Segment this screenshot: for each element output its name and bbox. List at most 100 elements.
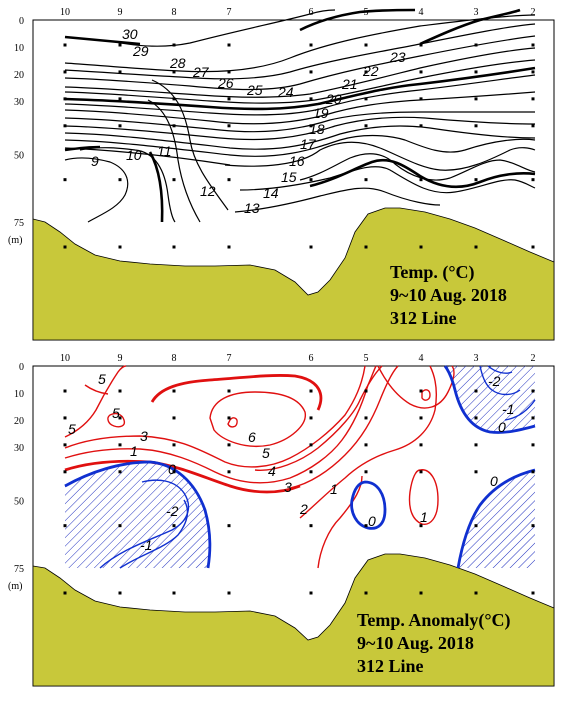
sample-point (118, 97, 122, 101)
sample-point (63, 470, 67, 474)
sample-point (63, 43, 67, 47)
sample-point (227, 416, 231, 420)
sample-point (474, 443, 478, 447)
seabed (32, 553, 555, 687)
station-label: 5 (364, 353, 369, 364)
contour-label-3b: 3 (284, 479, 292, 495)
sample-point (227, 245, 231, 249)
sample-point (118, 591, 122, 595)
sample-point (172, 97, 176, 101)
sample-point (531, 70, 535, 74)
depth-axis: 0 10 20 30 50 75 (14, 16, 24, 229)
sample-point (364, 124, 368, 128)
sample-point (364, 443, 368, 447)
depth-label: 0 (19, 16, 24, 27)
contour-label-10: 10 (126, 147, 142, 163)
contour-label-16: 16 (289, 153, 305, 169)
sample-point (419, 524, 423, 528)
sample-point (172, 591, 176, 595)
sample-point (118, 124, 122, 128)
sample-point (474, 389, 478, 393)
caption-date: 9~10 Aug. 2018 (357, 633, 474, 653)
sample-point (364, 178, 368, 182)
contour-label-24: 24 (277, 84, 294, 100)
sample-point (309, 178, 313, 182)
sample-point (63, 245, 67, 249)
sample-point (63, 591, 67, 595)
anomaly-caption: Temp. Anomaly(°C) 9~10 Aug. 2018 312 Lin… (357, 610, 511, 676)
sample-point (474, 245, 478, 249)
depth-unit: (m) (8, 235, 22, 246)
contour-label-0b: 0 (368, 513, 376, 529)
sample-point (531, 245, 535, 249)
sample-point (419, 389, 423, 393)
sample-points (63, 389, 535, 595)
station-label: 3 (474, 7, 479, 18)
contour-label-0c: 0 (490, 473, 498, 489)
sample-point (118, 524, 122, 528)
sample-point (474, 524, 478, 528)
sample-point (227, 389, 231, 393)
sample-point (63, 443, 67, 447)
station-label: 7 (227, 353, 232, 364)
sample-point (309, 470, 313, 474)
contour-label-1b: 1 (330, 481, 338, 497)
sample-point (63, 97, 67, 101)
sample-point (531, 178, 535, 182)
station-axis: 10 9 8 7 6 5 4 3 2 (60, 353, 536, 364)
sample-point (227, 443, 231, 447)
sample-point (172, 70, 176, 74)
sample-point (419, 470, 423, 474)
sample-point (364, 43, 368, 47)
caption-date: 9~10 Aug. 2018 (390, 285, 507, 305)
contour-label-4b: 4 (268, 463, 276, 479)
sample-point (419, 443, 423, 447)
negative-anomaly-contours (99, 365, 536, 569)
positive-anomaly-contours-bold (64, 374, 323, 494)
sample-point (419, 591, 423, 595)
sample-point (419, 70, 423, 74)
contour-label-6: 6 (248, 429, 256, 445)
contour-label-27: 27 (192, 64, 210, 80)
contour-label-28: 28 (169, 55, 186, 71)
station-label: 7 (227, 7, 232, 18)
station-label: 2 (531, 7, 536, 18)
caption-line: 312 Line (357, 656, 424, 676)
seabed (32, 207, 555, 341)
contour-label-26: 26 (217, 75, 234, 91)
sample-point (118, 470, 122, 474)
depth-label: 10 (14, 43, 24, 54)
sample-points (63, 43, 535, 249)
sample-point (118, 416, 122, 420)
contour-label-9: 9 (91, 153, 99, 169)
station-label: 9 (118, 7, 123, 18)
sample-point (63, 178, 67, 182)
positive-anomaly-contours (64, 365, 455, 569)
sample-point (309, 416, 313, 420)
contour-label-21: 21 (341, 76, 358, 92)
sample-point (118, 43, 122, 47)
depth-label: 30 (14, 443, 24, 454)
sample-point (531, 124, 535, 128)
sample-point (118, 70, 122, 74)
sample-point (118, 245, 122, 249)
station-label: 8 (172, 353, 177, 364)
sample-point (474, 416, 478, 420)
sample-point (227, 591, 231, 595)
contour-label-5c: 5 (68, 421, 76, 437)
sample-point (63, 389, 67, 393)
sample-point (172, 443, 176, 447)
depth-unit: (m) (8, 581, 22, 592)
contour-labels: 30 29 28 27 26 25 24 23 22 21 20 19 18 1… (91, 26, 406, 216)
contour-label-12: 12 (200, 183, 216, 199)
station-axis: 10 9 8 7 6 5 4 3 2 (60, 7, 536, 18)
sample-point (531, 443, 535, 447)
sample-point (309, 389, 313, 393)
sample-point (309, 443, 313, 447)
sample-point (419, 43, 423, 47)
sample-point (172, 245, 176, 249)
sample-point (531, 389, 535, 393)
contour-label-11: 11 (157, 143, 172, 159)
contour-label-15: 15 (281, 169, 297, 185)
